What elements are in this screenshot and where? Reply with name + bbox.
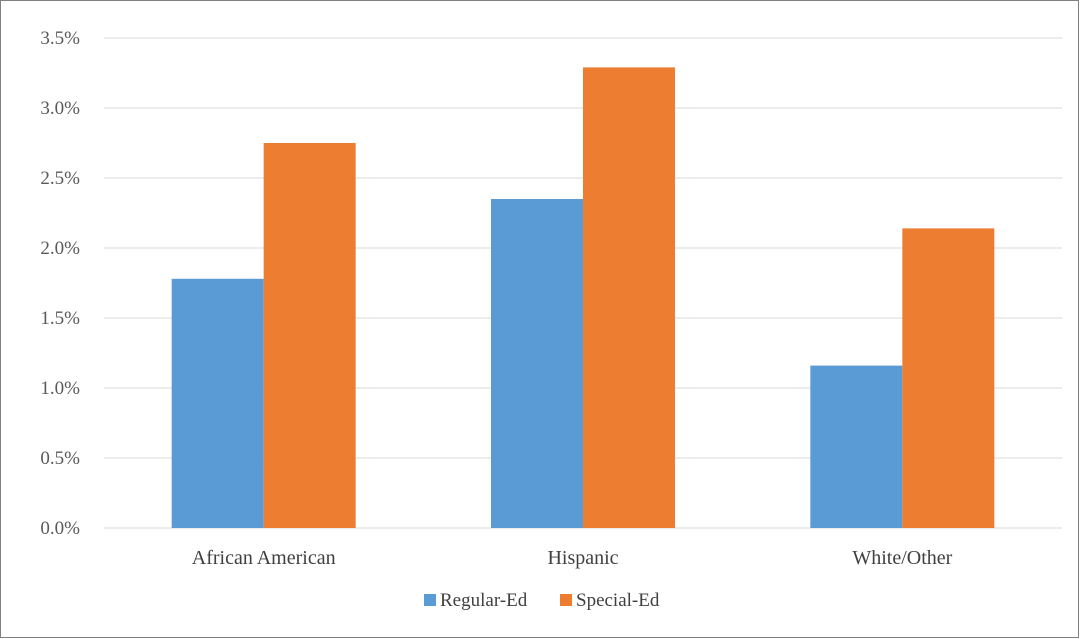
y-axis-ticks: 0.0% 0.5% 1.0% 1.5% 2.0% 2.5% 3.0% 3.5% [40, 28, 80, 539]
y-tick-label: 2.5% [40, 168, 80, 189]
y-tick-label: 2.0% [40, 238, 80, 259]
bar-regular-ed-hispanic [491, 199, 583, 528]
legend-label: Regular-Ed [440, 590, 528, 611]
x-category-label: White/Other [852, 547, 952, 569]
legend-swatch [424, 594, 436, 606]
y-tick-label: 3.0% [40, 98, 80, 119]
x-category-label: Hispanic [547, 547, 618, 569]
y-tick-label: 1.5% [40, 308, 80, 329]
y-tick-label: 3.5% [40, 28, 80, 49]
bar-regular-ed-white-other [810, 365, 903, 528]
y-tick-label: 0.0% [40, 518, 80, 539]
x-axis-categories: African American Hispanic White/Other [192, 547, 953, 569]
x-category-label: African American [192, 547, 336, 569]
bar-special-ed-white-other [902, 228, 995, 528]
y-tick-label: 0.5% [40, 448, 80, 469]
legend: Regular-Ed Special-Ed [424, 590, 660, 611]
legend-label: Special-Ed [576, 590, 660, 611]
y-tick-label: 1.0% [40, 378, 80, 399]
legend-swatch [560, 594, 572, 606]
bars [171, 67, 995, 529]
bar-special-ed-hispanic [583, 67, 675, 529]
bar-regular-ed-african-american [171, 278, 264, 528]
bar-special-ed-african-american [263, 143, 356, 528]
